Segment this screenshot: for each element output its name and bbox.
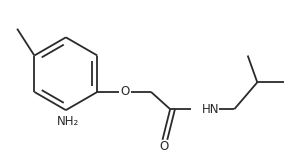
Text: O: O [121, 85, 130, 98]
Text: O: O [160, 140, 169, 153]
Text: HN: HN [202, 103, 219, 116]
Text: NH₂: NH₂ [57, 115, 79, 128]
